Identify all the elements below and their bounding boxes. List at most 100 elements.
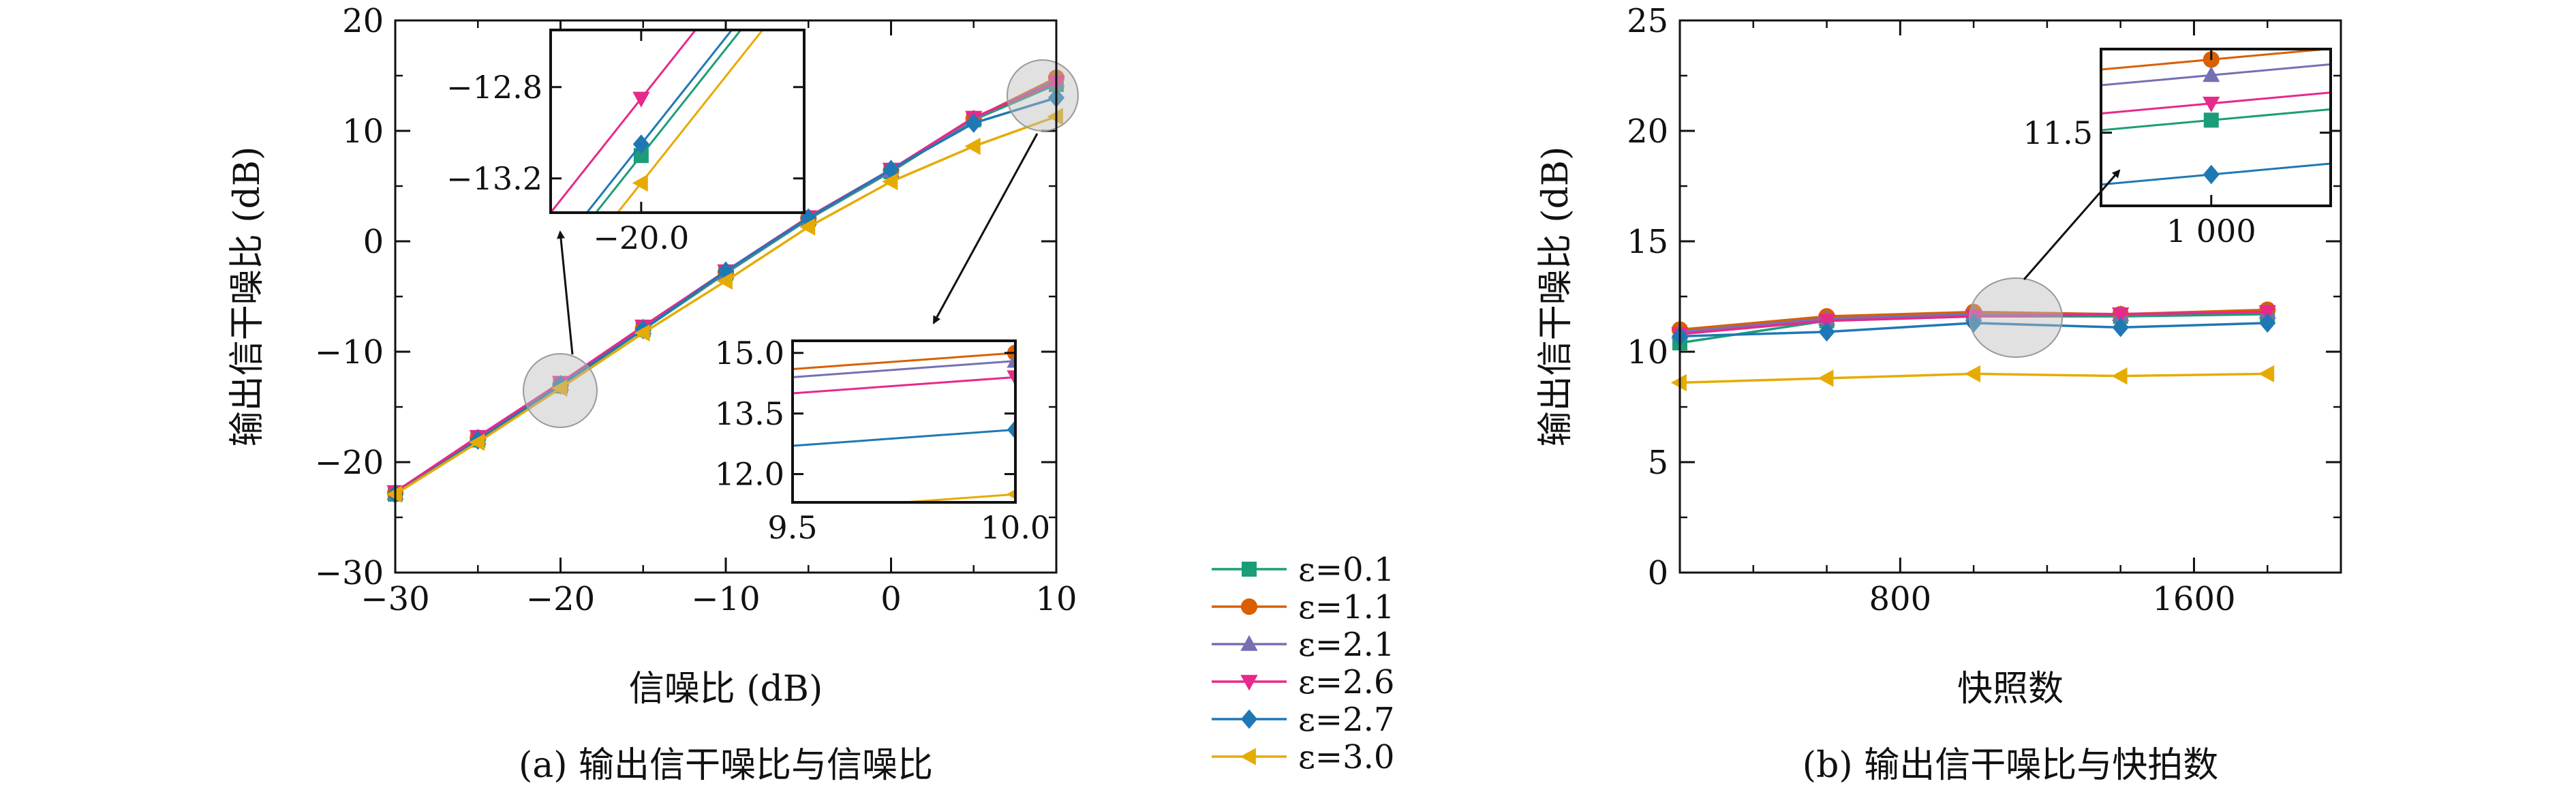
y-tick-label: −30 — [315, 554, 384, 592]
data-point — [964, 138, 981, 155]
inset-x-tick-label: 10.0 — [981, 509, 1050, 546]
y-tick-label: 15 — [1627, 223, 1668, 261]
y-tick-label: 0 — [1648, 554, 1669, 592]
legend-item: ε=2.1 — [1212, 626, 1394, 664]
data-point — [2258, 305, 2276, 321]
legend-marker — [1240, 598, 1258, 616]
panel-a-caption: (a) 输出信干噪比与信噪比 — [519, 745, 933, 786]
inset-y-tick-label: 11.5 — [2023, 115, 2093, 151]
x-tick-label: 1600 — [2152, 580, 2235, 618]
inset-data-point — [2203, 112, 2219, 128]
data-point — [1818, 314, 1836, 330]
panel-a-chart: −30 −20 −10 0 10 −30 −20 −10 0 10 20 信噪比 (dB) 输出信干… — [227, 2, 1079, 786]
y-tick-label: 20 — [342, 2, 384, 40]
inset-data-point — [1007, 420, 1015, 440]
inset-data-point — [632, 134, 649, 154]
panel-a-series — [386, 70, 1065, 504]
inset-y-tick-label: −13.2 — [446, 160, 542, 197]
inset-series — [551, 30, 764, 213]
y-tick-label: 25 — [1627, 2, 1668, 40]
data-point — [2111, 367, 2128, 385]
inset-series-line — [594, 30, 742, 213]
inset-frame — [2100, 48, 2332, 207]
inset-frame — [791, 339, 1017, 504]
legend-item: ε=1.1 — [1212, 588, 1394, 626]
legend-marker — [1240, 748, 1256, 765]
y-tick-label: 20 — [1627, 112, 1668, 151]
panel-a-y-axis-label: 输出信干噪比 (dB) — [227, 147, 268, 447]
y-tick-label: 10 — [342, 112, 384, 151]
panel-a-inset-high: 9.5 10.0 15.0 13.5 12.0 — [715, 335, 1051, 546]
data-point — [799, 218, 816, 236]
inset-series-line — [793, 360, 1015, 378]
inset-x-tick-label: 9.5 — [767, 509, 817, 546]
legend-item: ε=2.7 — [1212, 701, 1394, 739]
panel-a-zoom-highlight-high — [1007, 59, 1079, 132]
data-point — [2259, 313, 2276, 333]
panel-b-inset: 1 000 11.5 — [2023, 48, 2332, 249]
data-point — [469, 434, 485, 451]
y-tick-label: 10 — [1627, 333, 1668, 371]
panel-b-chart: 800 1600 0 5 10 15 20 25 快照数 输出信干噪比 (dB) (b) 输出… — [1535, 2, 2342, 786]
x-tick-label: 800 — [1869, 580, 1932, 618]
data-point — [965, 113, 982, 133]
inset-series-line — [585, 30, 733, 213]
panel-a-inset-low: −20.0 −12.8 −13.2 — [446, 29, 806, 256]
data-point — [1670, 374, 1687, 392]
inset-data-point — [2203, 66, 2220, 82]
panel-b-arrow-to-inset — [2023, 169, 2121, 280]
legend-marker — [1240, 675, 1258, 691]
panel-b-caption: (b) 输出信干噪比与快拍数 — [1803, 745, 2218, 786]
x-tick-label: 10 — [1035, 580, 1077, 618]
legend-label: ε=2.1 — [1298, 626, 1394, 664]
legend-marker — [1240, 635, 1258, 651]
data-point — [2112, 318, 2129, 337]
inset-series-line — [793, 376, 1015, 395]
inset-y-tick-label: 12.0 — [715, 456, 784, 493]
inset-data-point — [632, 91, 650, 108]
inset-frame — [549, 29, 806, 214]
legend-item: ε=3.0 — [1212, 738, 1394, 776]
inset-data-point — [633, 148, 649, 164]
legend-marker — [1240, 709, 1258, 729]
inset-data-point — [1007, 352, 1015, 368]
inset-x-tick-label: −20.0 — [593, 219, 689, 256]
data-point — [386, 485, 402, 503]
data-point — [882, 172, 898, 191]
data-point — [634, 324, 650, 342]
panel-b-x-axis-label: 快照数 — [1957, 669, 2064, 710]
data-point — [1047, 108, 1063, 125]
data-point — [800, 208, 817, 228]
panel-a-x-axis-label: 信噪比 (dB) — [629, 669, 823, 710]
inset-data-point — [1006, 489, 1015, 500]
data-point — [551, 379, 568, 397]
legend-item: ε=0.1 — [1212, 551, 1394, 589]
legend-label: ε=2.6 — [1298, 663, 1394, 701]
data-point — [2258, 365, 2275, 383]
panel-a-axes-frame — [394, 19, 1058, 574]
panel-a-arrow-to-low-inset — [557, 230, 574, 355]
inset-data-point — [2203, 96, 2220, 112]
panel-a-arrow-to-high-inset — [932, 133, 1039, 324]
legend-label: ε=0.1 — [1298, 551, 1394, 589]
inset-y-tick-label: 15.0 — [715, 335, 784, 371]
legend-label: ε=2.7 — [1298, 701, 1394, 739]
panel-a-zoom-highlight-low — [523, 353, 598, 428]
legend: ε=0.1ε=1.1ε=2.1ε=2.6ε=2.7ε=3.0 — [1212, 551, 1394, 776]
inset-series-line — [551, 30, 697, 213]
legend-marker — [1242, 562, 1257, 577]
panel-b-y-axis-label: 输出信干噪比 (dB) — [1535, 147, 1576, 447]
y-tick-label: −20 — [315, 444, 384, 482]
inset-series-line — [889, 493, 1015, 502]
data-point — [1818, 369, 1834, 387]
data-point — [1818, 322, 1835, 342]
x-tick-label: −30 — [361, 580, 429, 618]
inset-series-line — [793, 428, 1015, 447]
data-point — [716, 272, 733, 290]
data-point — [2112, 307, 2130, 324]
inset-series-line — [616, 30, 764, 213]
y-tick-label: 0 — [363, 223, 384, 261]
data-point — [717, 261, 735, 282]
inset-background — [551, 30, 804, 213]
legend-label: ε=1.1 — [1298, 588, 1394, 626]
